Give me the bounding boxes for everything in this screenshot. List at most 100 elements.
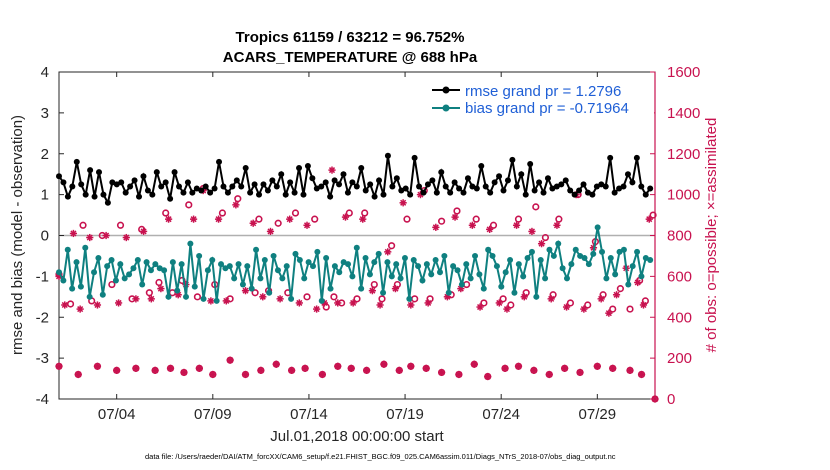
series-point-bias [480,285,487,292]
obs-possible-point [138,225,146,233]
series-point-rmse [620,183,627,190]
series-point-rmse [376,177,383,184]
series-point-bias [165,293,172,300]
series-point-bias [638,273,645,280]
series-point-rmse [407,191,414,198]
obs-possible-point [116,221,125,229]
obs-possible-point [453,207,461,215]
y-tick-label: 3 [41,105,49,122]
series-point-bias [191,283,198,290]
series-point-bias [266,289,273,296]
series-point-rmse [420,189,427,196]
series-point-rmse [629,179,636,186]
obs-possible-point [234,195,242,203]
series-point-bias [69,285,76,292]
series-point-bias [620,246,627,253]
series-point-bias [270,252,277,259]
obs-assimilated-point [115,299,123,307]
series-point-bias [139,281,146,288]
obs-possible-point [555,215,563,223]
obs-possible-point [66,300,75,308]
obs-low-assimilated-point [626,366,634,374]
obs-possible-point [616,285,624,293]
y-axis-right-label: # of obs: o=possible; ×=assimilated [703,118,720,353]
series-point-bias [568,261,575,268]
x-tick-label: 07/04 [98,406,136,423]
obs-possible-point [378,295,386,303]
series-point-bias [406,295,413,302]
obs-possible-point [437,217,446,225]
series-point-rmse [162,179,169,186]
obs-low-assimilated-point [132,364,140,372]
series-point-bias [117,261,124,268]
series-point-rmse [122,189,129,196]
obs-low-assimilated-point [407,362,415,370]
series-point-rmse [487,189,494,196]
y-axis-label: rmse and bias (model - observation) [9,115,26,355]
obs-possible-point [566,299,575,307]
series-point-bias [187,240,194,247]
series-point-rmse [78,181,85,188]
series-point-bias [147,267,154,274]
series-point-bias [235,261,242,268]
obs-low-assimilated-point [576,368,584,377]
series-point-rmse [540,189,547,196]
obs-low-assimilated-point [651,395,659,403]
obs-assimilated-point [157,285,165,293]
obs-assimilated-point [443,293,451,301]
obs-possible-point [403,215,411,223]
series-point-bias [647,257,654,264]
obs-low-assimilated-point [545,370,553,379]
obs-possible-point [79,221,87,229]
series-point-bias [507,257,514,264]
series-point-rmse [433,189,440,196]
series-point-rmse [247,189,254,196]
series-point-rmse [522,191,529,198]
series-point-rmse [442,183,449,190]
series-point-rmse [411,154,418,161]
obs-assimilated-point [580,305,588,313]
series-point-bias [283,263,290,270]
series-point-bias [134,257,141,264]
y-tick-label: -1 [36,268,49,285]
series-point-rmse [580,181,587,188]
obs-assimilated-point [102,231,110,240]
obs-assimilated-point [391,285,400,293]
obs-possible-point [514,215,523,223]
obs-assimilated-point [259,293,267,301]
series-point-bias [428,271,435,278]
obs-assimilated-point [468,221,476,229]
series-point-rmse [482,183,489,190]
series-point-rmse [304,163,311,170]
series-point-rmse [104,199,111,206]
obs-low-assimilated-point [272,360,280,368]
series-point-rmse [576,187,583,194]
y-right-tick-label: 1600 [667,64,700,81]
series-point-bias [625,281,632,288]
legend-rmse-label: rmse grand pr = 1.2796 [465,83,621,100]
series-point-bias [86,293,93,300]
series-point-rmse [349,179,356,186]
series-point-bias [314,248,321,255]
x-tick-label: 07/19 [386,406,424,423]
series-point-bias [590,250,597,257]
obs-low-assimilated-point [363,366,371,374]
series-point-bias [612,271,619,278]
series-point-bias [441,252,448,259]
series-point-rmse [358,165,365,172]
series-point-bias [226,263,233,270]
obs-assimilated-point [266,227,275,236]
obs-possible-point [251,289,259,297]
obs-assimilated-point [69,229,78,238]
series-point-rmse [264,187,271,194]
series-point-bias [301,275,308,282]
chart-title: Tropics 61159 / 63212 = 96.752% [236,29,465,46]
series-point-rmse [318,183,325,190]
obs-assimilated-point [384,248,392,256]
series-point-rmse [127,183,134,190]
series-point-bias [533,293,540,300]
series-point-rmse [233,177,240,184]
series-point-bias [73,259,80,266]
series-point-rmse [571,191,578,198]
series-point-rmse [69,183,76,190]
